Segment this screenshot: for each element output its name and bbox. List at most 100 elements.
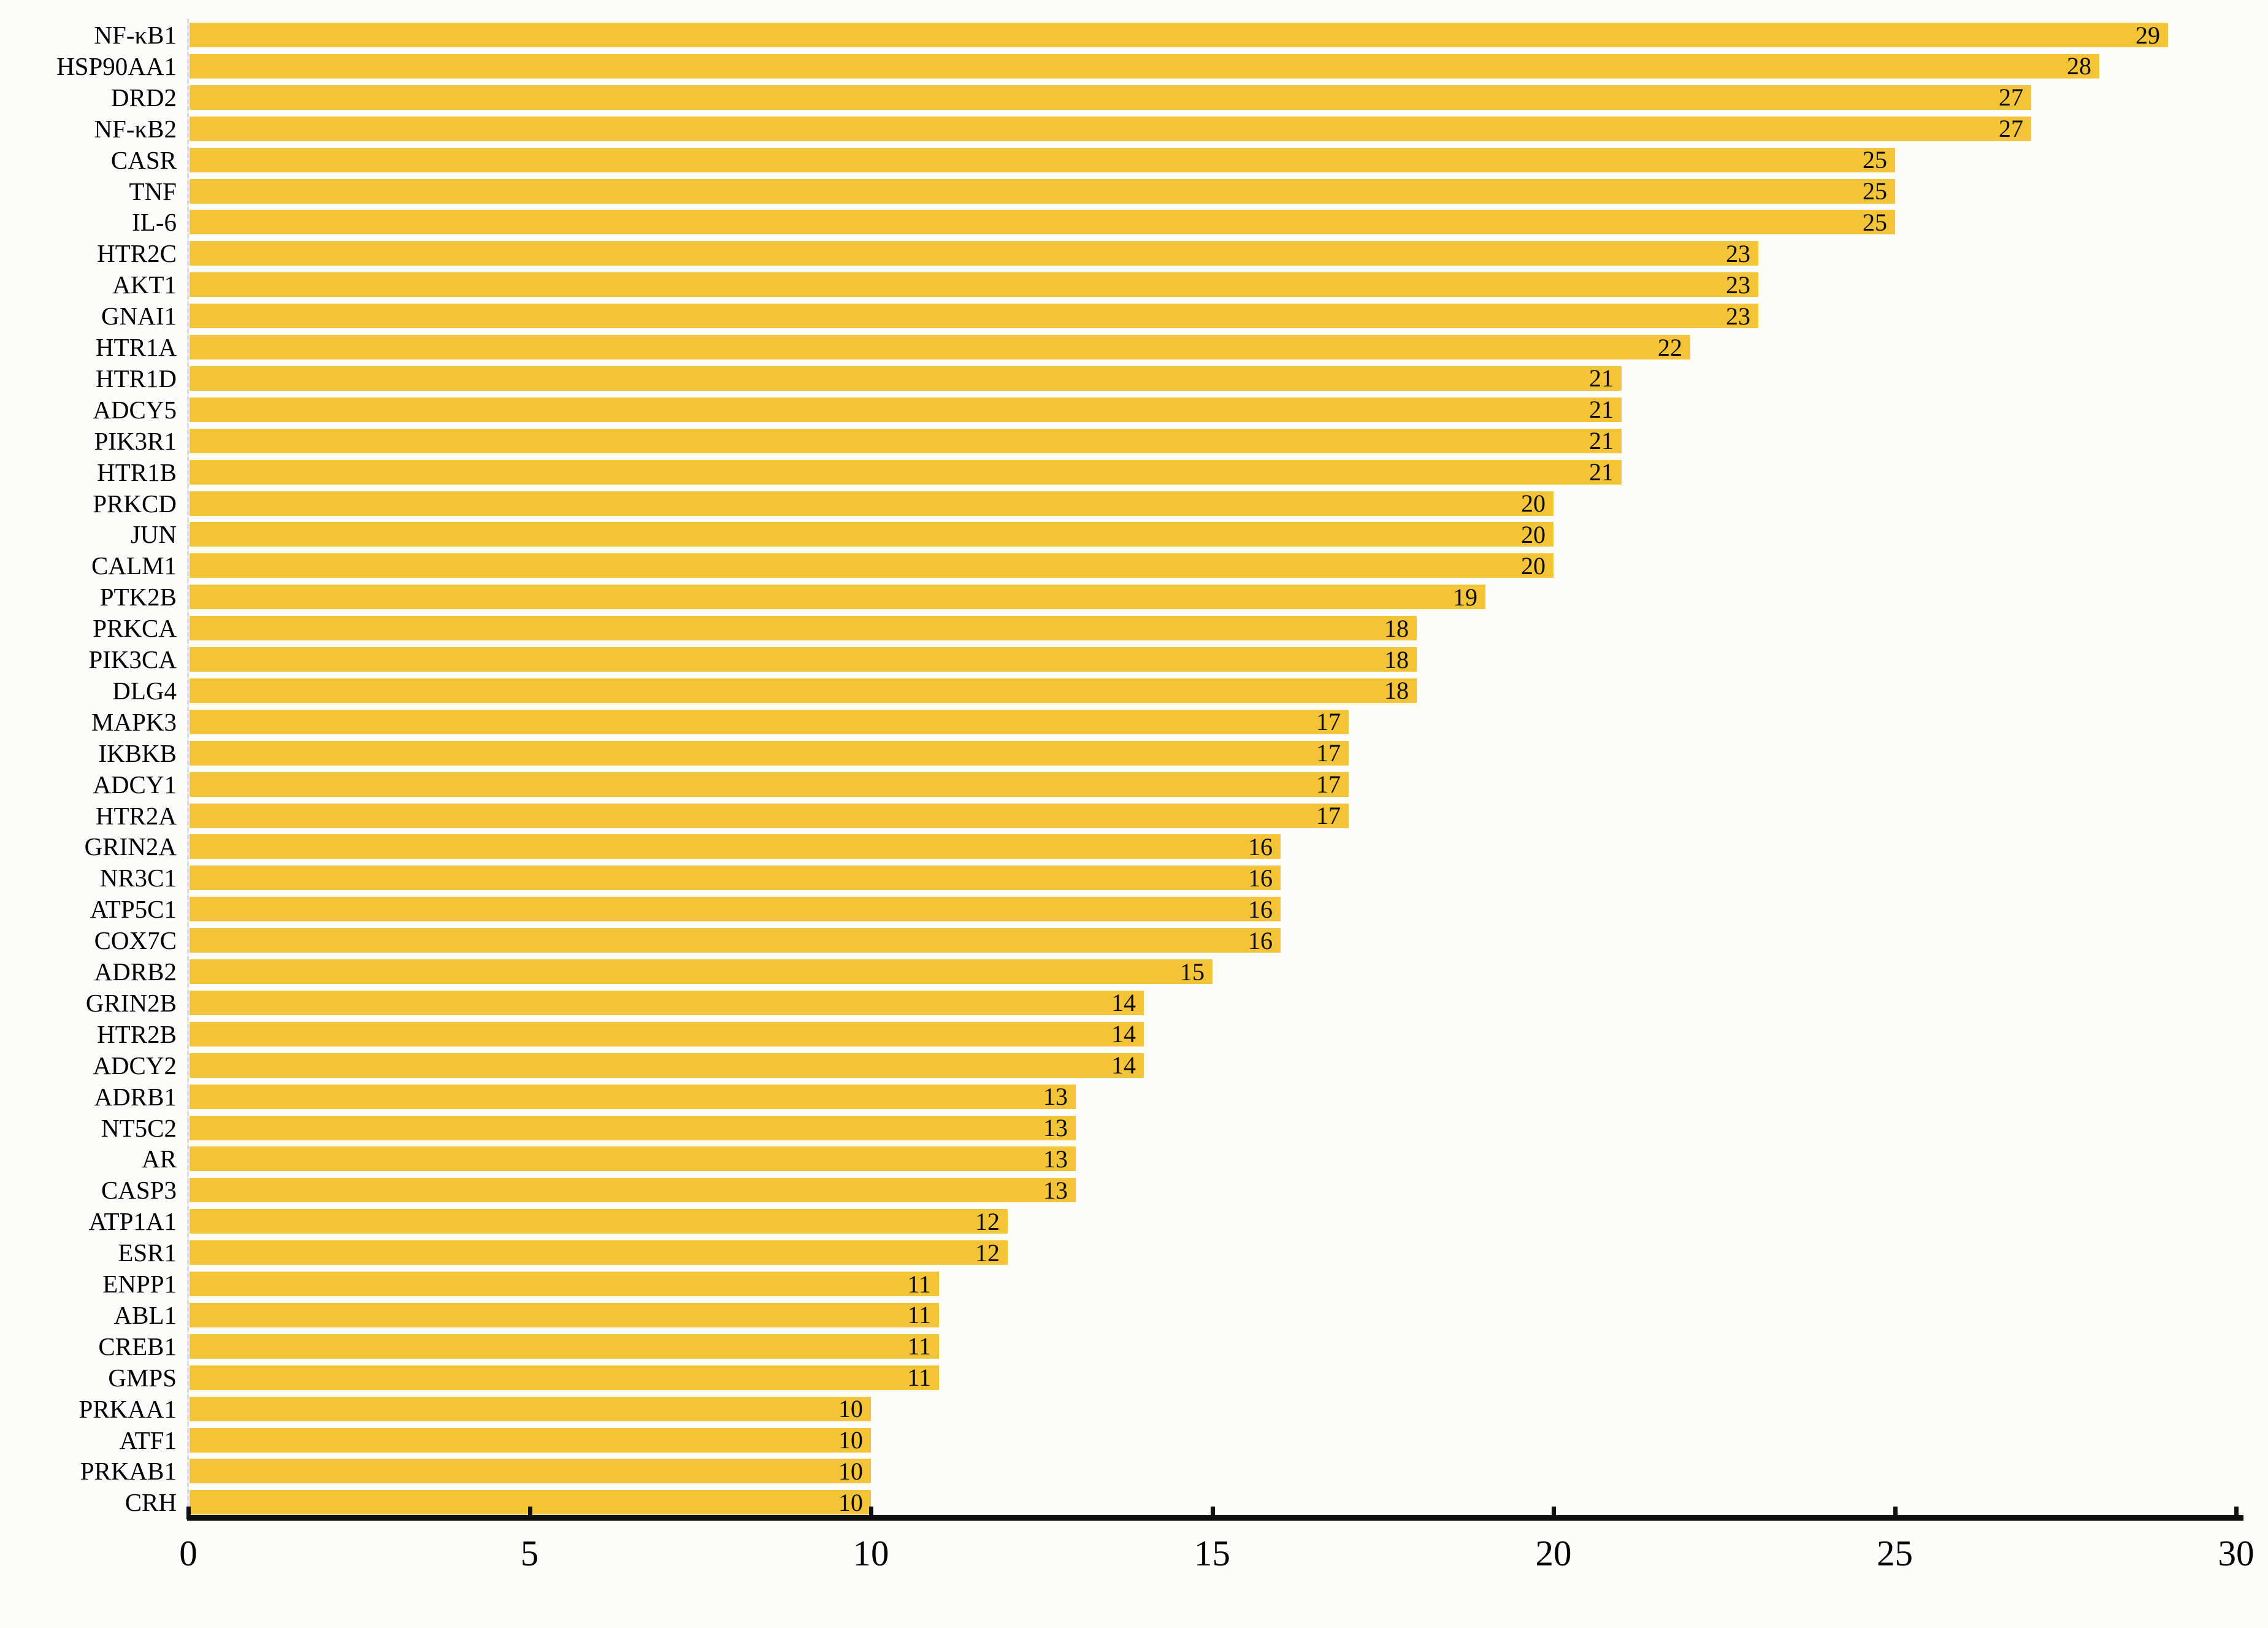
value-label: 14 bbox=[1111, 989, 1136, 1017]
bar: 21 bbox=[190, 364, 1622, 393]
category-label: PTK2B bbox=[99, 583, 177, 612]
category-label: CASR bbox=[110, 145, 177, 174]
value-label: 17 bbox=[1316, 739, 1341, 767]
value-label: 10 bbox=[838, 1488, 863, 1516]
value-label: 23 bbox=[1726, 302, 1750, 330]
value-label: 21 bbox=[1589, 364, 1614, 393]
category-label: ADCY2 bbox=[93, 1051, 177, 1080]
category-label: TNF bbox=[129, 177, 177, 205]
bar: 17 bbox=[190, 739, 1349, 767]
bar: 25 bbox=[190, 177, 1895, 205]
bar: 13 bbox=[190, 1083, 1076, 1111]
category-label: PIK3R1 bbox=[94, 426, 177, 455]
category-label: ATF1 bbox=[119, 1426, 177, 1454]
category-label: HTR2B bbox=[97, 1019, 177, 1048]
value-label: 23 bbox=[1726, 271, 1750, 299]
category-label: GMPS bbox=[108, 1363, 177, 1392]
x-axis-tick bbox=[2234, 1507, 2239, 1519]
bar: 27 bbox=[190, 115, 2031, 143]
value-label: 13 bbox=[1043, 1114, 1068, 1142]
bar: 25 bbox=[190, 146, 1895, 174]
category-label: HTR2A bbox=[95, 801, 177, 830]
category-label: CREB1 bbox=[98, 1332, 177, 1361]
x-axis-tick-label: 10 bbox=[852, 1533, 889, 1573]
category-label: HTR1B bbox=[97, 458, 177, 486]
bar: 14 bbox=[190, 989, 1144, 1017]
value-label: 12 bbox=[975, 1207, 1000, 1235]
bar: 25 bbox=[190, 209, 1895, 236]
category-label: HTR1D bbox=[95, 364, 177, 393]
bar: 16 bbox=[190, 896, 1281, 923]
category-label: GRIN2B bbox=[85, 988, 177, 1017]
value-label: 27 bbox=[1999, 115, 2023, 143]
value-label: 17 bbox=[1316, 770, 1341, 799]
bar: 22 bbox=[190, 333, 1690, 361]
bar: 12 bbox=[190, 1207, 1008, 1235]
category-label: HTR1A bbox=[95, 333, 177, 361]
bar: 16 bbox=[190, 832, 1281, 861]
value-label: 11 bbox=[907, 1332, 931, 1361]
category-label: ADRB1 bbox=[94, 1082, 177, 1111]
bar: 23 bbox=[190, 302, 1758, 330]
bar: 10 bbox=[190, 1395, 871, 1423]
x-axis-tick bbox=[869, 1507, 873, 1519]
category-label: GRIN2A bbox=[84, 832, 177, 861]
category-label: COX7C bbox=[94, 926, 177, 955]
value-label: 16 bbox=[1248, 926, 1273, 954]
value-label: 20 bbox=[1521, 551, 1546, 580]
x-axis-tick-label: 0 bbox=[179, 1533, 197, 1573]
value-label: 16 bbox=[1248, 864, 1273, 892]
value-label: 10 bbox=[838, 1395, 863, 1423]
value-label: 14 bbox=[1111, 1051, 1136, 1080]
value-label: 10 bbox=[838, 1426, 863, 1454]
value-label: 20 bbox=[1521, 520, 1546, 548]
bar: 21 bbox=[190, 458, 1622, 486]
value-label: 25 bbox=[1863, 177, 1887, 205]
x-axis-tick-label: 30 bbox=[2218, 1533, 2255, 1573]
category-label: PRKCD bbox=[93, 489, 177, 518]
category-label: PIK3CA bbox=[88, 645, 177, 674]
x-axis-tick-label: 20 bbox=[1535, 1533, 1572, 1573]
bar: 11 bbox=[190, 1364, 939, 1392]
value-label: 14 bbox=[1111, 1020, 1136, 1048]
category-label: NF-κB2 bbox=[94, 114, 177, 143]
category-label: NR3C1 bbox=[99, 864, 177, 893]
value-label: 10 bbox=[838, 1457, 863, 1485]
value-label: 21 bbox=[1589, 396, 1614, 424]
value-label: 22 bbox=[1658, 333, 1682, 361]
x-axis-tick bbox=[1552, 1507, 1556, 1519]
category-label: PRKAA1 bbox=[79, 1394, 177, 1423]
value-label: 13 bbox=[1043, 1083, 1068, 1111]
category-label: NF-κB1 bbox=[94, 21, 177, 49]
category-label: CALM1 bbox=[91, 551, 177, 580]
category-label: CRH bbox=[125, 1488, 177, 1517]
bar: 17 bbox=[190, 708, 1349, 735]
x-axis-tick bbox=[186, 1507, 191, 1519]
bar: 17 bbox=[190, 770, 1349, 799]
category-label: HSP90AA1 bbox=[56, 52, 177, 80]
category-label: JUN bbox=[130, 520, 177, 549]
value-label: 11 bbox=[907, 1364, 931, 1392]
bar: 19 bbox=[190, 583, 1485, 611]
bar: 23 bbox=[190, 271, 1758, 299]
bar: 29 bbox=[190, 21, 2168, 49]
bar: 13 bbox=[190, 1114, 1076, 1142]
value-label: 18 bbox=[1384, 645, 1409, 674]
value-label: 13 bbox=[1043, 1176, 1068, 1204]
value-label: 16 bbox=[1248, 832, 1273, 861]
category-label: ADCY1 bbox=[93, 770, 177, 799]
category-label: ABL1 bbox=[113, 1300, 177, 1329]
value-label: 15 bbox=[1180, 958, 1205, 986]
category-label: NT5C2 bbox=[101, 1113, 177, 1142]
bar: 18 bbox=[190, 677, 1417, 705]
bar: 10 bbox=[190, 1457, 871, 1485]
bar: 11 bbox=[190, 1270, 939, 1298]
bar: 14 bbox=[190, 1051, 1144, 1080]
category-label: IL-6 bbox=[132, 208, 177, 237]
value-label: 18 bbox=[1384, 677, 1409, 705]
bar: 17 bbox=[190, 802, 1349, 829]
x-axis-tick bbox=[527, 1507, 532, 1519]
bar: 21 bbox=[190, 427, 1622, 455]
bar: 13 bbox=[190, 1145, 1076, 1173]
